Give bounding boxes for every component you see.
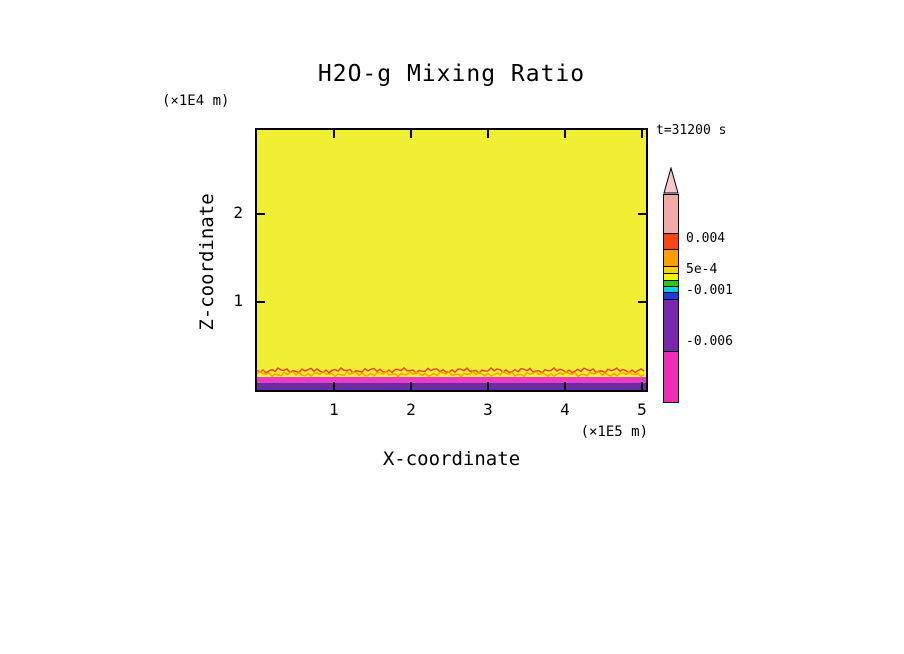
time-annotation: t=31200 s	[656, 123, 727, 138]
x-tick-bottom	[487, 382, 489, 390]
colorbar-tick-label: 0.004	[686, 231, 726, 246]
colorbar-segment	[664, 249, 678, 266]
purple-surface-layer	[257, 383, 646, 390]
colorbar-tick-label: -0.001	[686, 283, 733, 298]
x-tick-label: 5	[637, 400, 647, 419]
colorbar-tick-label: -0.006	[686, 334, 733, 349]
x-tick-top	[333, 130, 335, 138]
colorbar-segment	[664, 292, 678, 299]
y-axis-unit-label: (×1E4 m)	[162, 93, 230, 109]
x-axis-unit-label: (×1E5 m)	[580, 424, 648, 440]
x-tick-top	[410, 130, 412, 138]
x-tick-bottom	[641, 382, 643, 390]
x-tick-label: 2	[406, 400, 416, 419]
magenta-surface-layer	[257, 377, 646, 383]
y-tick-label: 1	[233, 291, 243, 310]
colorbar-segment	[664, 299, 678, 351]
colorbar-segment	[664, 266, 678, 273]
x-tick-top	[487, 130, 489, 138]
chart-title: H2O-g Mixing Ratio	[317, 61, 586, 87]
x-tick-label: 4	[560, 400, 570, 419]
colorbar	[663, 167, 679, 403]
colorbar-body	[663, 194, 679, 403]
x-tick-bottom	[564, 382, 566, 390]
x-tick-label: 1	[329, 400, 339, 419]
x-tick-bottom	[333, 382, 335, 390]
y-tick-left	[257, 301, 265, 303]
x-tick-bottom	[410, 382, 412, 390]
colorbar-segment	[664, 286, 678, 292]
y-tick-right	[638, 213, 646, 215]
colorbar-segment	[664, 273, 678, 280]
y-tick-right	[638, 301, 646, 303]
surface-layer-bands	[257, 366, 646, 390]
colorbar-tick-label: 5e-4	[686, 262, 718, 277]
x-axis-label: X-coordinate	[382, 448, 521, 470]
y-tick-left	[257, 213, 265, 215]
y-tick-label: 2	[233, 203, 243, 222]
colorbar-segment	[664, 233, 678, 249]
x-tick-top	[564, 130, 566, 138]
colorbar-segment	[664, 195, 678, 233]
red-contour-line	[257, 366, 645, 375]
plot-area	[255, 128, 648, 392]
colorbar-segment	[664, 280, 678, 286]
x-tick-label: 3	[483, 400, 493, 419]
colorbar-segment	[664, 351, 678, 402]
colorbar-arrow-polygon	[663, 167, 679, 194]
x-tick-top	[641, 130, 643, 138]
colorbar-arrow-tip	[663, 167, 679, 194]
orange-contour-line	[257, 370, 645, 378]
